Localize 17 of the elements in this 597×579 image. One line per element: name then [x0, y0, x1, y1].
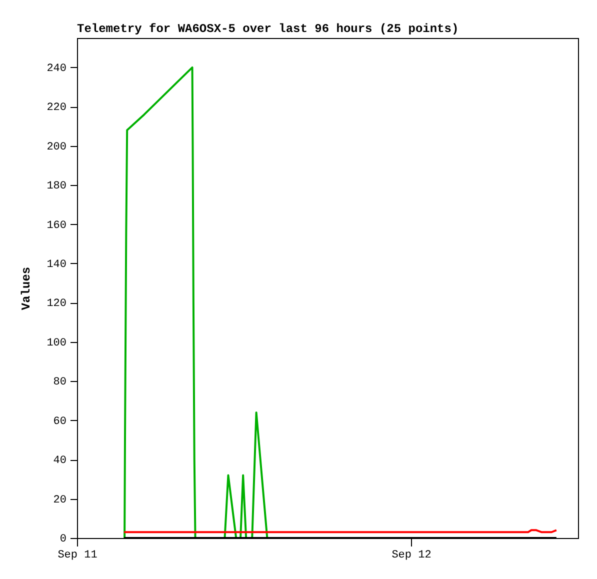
x-tick-label: Sep 11: [58, 550, 98, 562]
y-tick-label: 200: [46, 141, 66, 154]
y-tick-label: 60: [53, 416, 66, 428]
y-tick-label: 80: [53, 376, 66, 389]
y-tick-label: 220: [46, 102, 66, 114]
y-tick-label: 240: [46, 62, 66, 75]
y-axis-title: Values: [20, 266, 34, 310]
x-tick-label: Sep 12: [392, 550, 432, 562]
y-tick-label: 40: [53, 455, 66, 468]
y-tick-label: 100: [46, 337, 66, 350]
y-tick-label: 0: [60, 534, 66, 546]
chart-title: Telemetry for WA6OSX-5 over last 96 hours (25 points): [77, 22, 459, 36]
y-tick-label: 140: [46, 258, 66, 271]
y-tick-label: 160: [46, 220, 66, 232]
y-tick-label: 180: [46, 180, 66, 193]
y-tick-label: 120: [46, 298, 66, 310]
y-tick-label: 20: [53, 494, 66, 506]
